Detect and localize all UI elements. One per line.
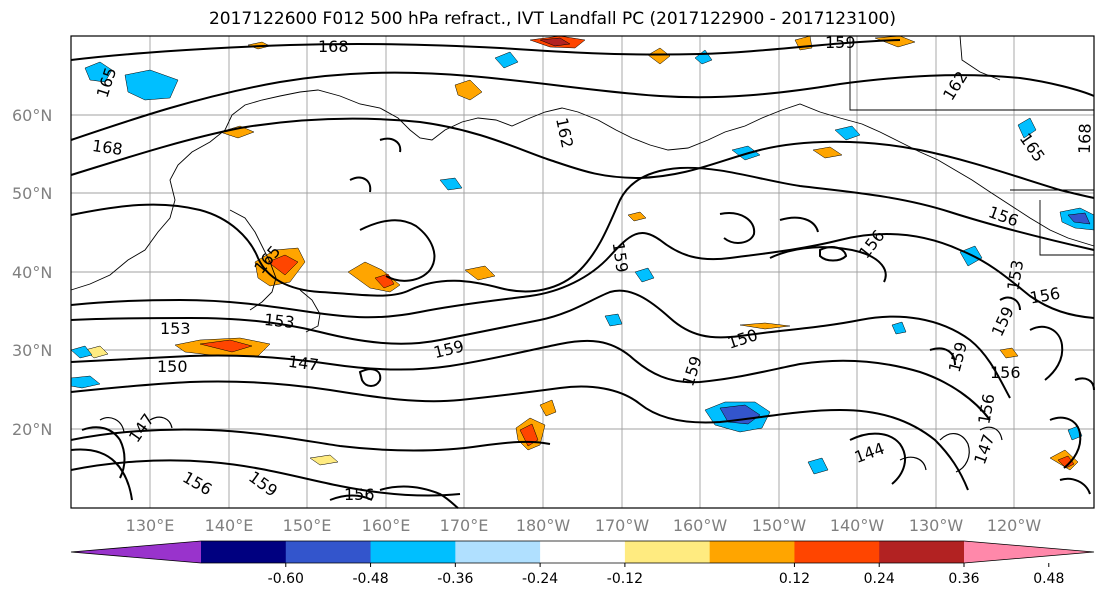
colorbar-tick-label: -0.60 — [268, 571, 304, 587]
colorbar-segment — [455, 541, 541, 563]
lat-label: 20°N — [12, 420, 52, 439]
contour-label: 153 — [263, 310, 295, 332]
contour-label: 147 — [287, 352, 320, 375]
lon-label: 150°E — [283, 516, 332, 535]
colorbar-segment — [540, 541, 626, 563]
lon-label: 170°E — [440, 516, 489, 535]
lon-label: 140°E — [205, 516, 254, 535]
colorbar-ticks: -0.60 -0.48 -0.36 -0.24 -0.12 0.12 0.24 0.36 0.4… — [268, 563, 1064, 587]
contour-label: 159 — [825, 33, 856, 52]
contour-label: 168 — [1075, 123, 1095, 154]
colorbar-outline — [70, 540, 1095, 564]
secondary-contours — [99, 416, 1003, 473]
map-title: 2017122600 F012 500 hPa refract., IVT La… — [208, 9, 896, 29]
colorbar-tick-label: -0.12 — [607, 571, 643, 587]
colorbar-tick-label: 0.24 — [864, 571, 895, 587]
lon-label: 170°W — [595, 516, 650, 535]
contour-label: 153 — [160, 319, 191, 338]
colorbar-segment — [370, 541, 456, 563]
map-frame — [70, 35, 1095, 509]
contour-lines — [70, 39, 1095, 509]
lat-label: 40°N — [12, 263, 52, 282]
colorbar-segment — [794, 541, 880, 563]
positive-anomaly-fills — [84, 35, 1079, 471]
colorbar-segment — [879, 541, 965, 563]
colorbar-extension-min — [71, 541, 201, 563]
colorbar-segment — [201, 541, 287, 563]
lon-label: 180°W — [516, 516, 571, 535]
contour-label: 168 — [91, 136, 124, 159]
lon-label: 150°W — [752, 516, 807, 535]
lon-label: 140°W — [830, 516, 885, 535]
lon-label: 130°E — [126, 516, 175, 535]
colorbar-tick-label: -0.36 — [437, 571, 473, 587]
contour-label: 168 — [318, 37, 349, 56]
colorbar-segment — [624, 541, 711, 563]
longitude-labels: 130°E 140°E 150°E 160°E 170°E 180°W 170°… — [126, 516, 1042, 535]
contour-label: 156 — [990, 363, 1021, 382]
colorbar-segment — [285, 541, 372, 563]
lon-label: 130°W — [909, 516, 964, 535]
latitude-labels: 60°N 50°N 40°N 30°N 20°N — [12, 106, 52, 439]
negative-anomaly-fills — [70, 49, 1095, 475]
lat-label: 30°N — [12, 341, 52, 360]
contour-label: 156 — [344, 485, 375, 504]
lat-label: 50°N — [12, 184, 52, 203]
colorbar-tick-label: -0.48 — [352, 571, 388, 587]
colorbar-tick-label: 0.48 — [1033, 571, 1064, 587]
colorbar-segment — [709, 541, 795, 563]
lon-label: 160°E — [362, 516, 411, 535]
contour-label: 159 — [609, 241, 632, 274]
colorbar-tick-label: -0.24 — [522, 571, 558, 587]
colorbar-tick-label: 0.12 — [779, 571, 810, 587]
lat-label: 60°N — [12, 106, 52, 125]
colorbar-extension-max — [964, 541, 1094, 563]
lon-label: 160°W — [673, 516, 728, 535]
lon-label: 120°W — [987, 516, 1042, 535]
colorbar — [70, 540, 1095, 564]
contour-label: 150 — [157, 357, 188, 376]
colorbar-tick-label: 0.36 — [948, 571, 979, 587]
graticule — [71, 36, 1094, 508]
